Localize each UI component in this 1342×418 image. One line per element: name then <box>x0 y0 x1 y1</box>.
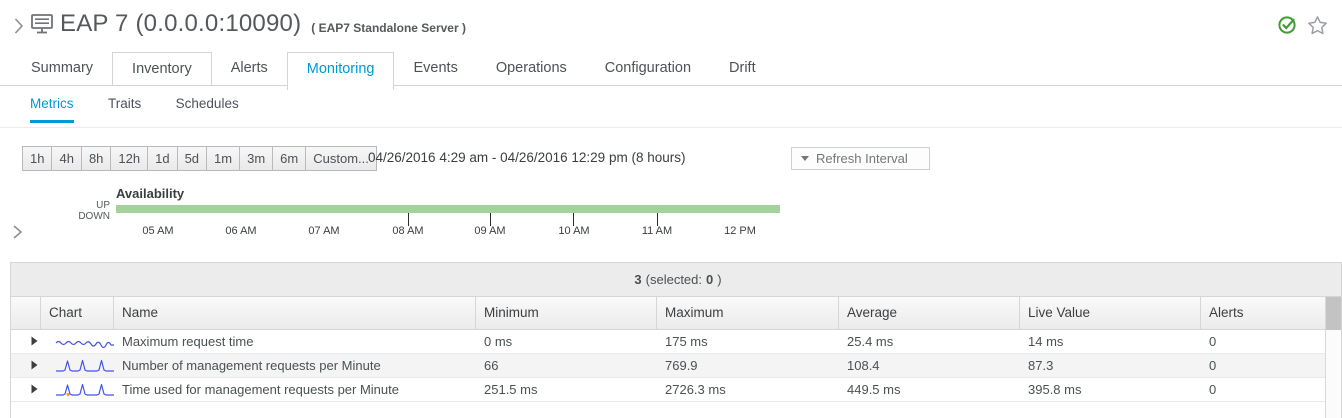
range-button-4h[interactable]: 4h <box>51 146 82 171</box>
table-row[interactable]: Number of management requests per Minute… <box>11 354 1341 378</box>
total-rows-count: 3 <box>634 272 642 287</box>
server-icon <box>31 14 53 34</box>
metrics-table: 3 (selected: 0) Chart Name Minimum Maxim… <box>10 262 1342 418</box>
tab-summary[interactable]: Summary <box>31 60 94 76</box>
range-button-6m[interactable]: 6m <box>272 146 307 171</box>
metric-live-value: 395.8 ms <box>1028 382 1082 397</box>
resource-type-label: ( EAP7 Standalone Server ) <box>311 21 466 35</box>
range-button-12h[interactable]: 12h <box>110 146 149 171</box>
metric-live-value: 87.3 <box>1028 358 1054 373</box>
refresh-interval-label: Refresh Interval <box>816 151 908 166</box>
axis-tick <box>490 213 491 226</box>
alert-dot <box>66 392 70 396</box>
column-expander <box>11 297 41 329</box>
subtab-schedules[interactable]: Schedules <box>175 96 239 111</box>
monitoring-subtabs: Metrics Traits Schedules <box>0 86 1342 128</box>
metric-maximum: 175 ms <box>665 334 708 349</box>
column-live-value[interactable]: Live Value <box>1020 297 1201 329</box>
axis-tick <box>657 213 658 226</box>
time-axis-label: 08 AM <box>392 225 424 237</box>
subtab-metrics[interactable]: Metrics <box>30 96 74 123</box>
metric-average: 25.4 ms <box>847 334 894 349</box>
range-button-1h[interactable]: 1h <box>22 146 53 171</box>
sparkline-chart <box>56 383 114 396</box>
sparkline-chart <box>55 340 114 348</box>
metric-average: 449.5 ms <box>847 382 901 397</box>
row-expander-icon[interactable] <box>31 360 38 370</box>
expand-section-icon[interactable] <box>12 224 24 240</box>
metric-name: Number of management requests per Minute <box>122 358 381 373</box>
tab-events[interactable]: Events <box>413 60 458 76</box>
column-alerts[interactable]: Alerts <box>1209 305 1244 320</box>
metric-alerts: 0 <box>1209 358 1217 373</box>
metric-minimum: 66 <box>484 358 499 373</box>
range-button-5d[interactable]: 5d <box>176 146 208 171</box>
column-minimum[interactable]: Minimum <box>476 297 657 329</box>
tab-monitoring[interactable]: Monitoring <box>286 52 395 90</box>
table-row[interactable]: Time used for management requests per Mi… <box>11 378 1341 402</box>
expand-tree-icon[interactable] <box>14 17 24 35</box>
availability-title: Availability <box>116 186 185 201</box>
resource-header: EAP 7 (0.0.0.0:10090) ( EAP7 Standalone … <box>0 0 1342 46</box>
table-header-row: Chart Name Minimum Maximum Average Live … <box>11 297 1341 330</box>
time-axis-label: 05 AM <box>142 225 174 237</box>
time-axis-label: 06 AM <box>225 225 257 237</box>
metric-minimum: 0 ms <box>484 334 513 349</box>
row-expander-icon[interactable] <box>31 384 38 394</box>
time-axis-label: 07 AM <box>308 225 340 237</box>
tab-inventory[interactable]: Inventory <box>112 52 212 85</box>
range-button-1m[interactable]: 1m <box>206 146 241 171</box>
metric-live-value: 14 ms <box>1028 334 1064 349</box>
column-chart[interactable]: Chart <box>41 297 114 329</box>
close-paren: ) <box>717 272 722 287</box>
range-button-3m[interactable]: 3m <box>239 146 274 171</box>
metric-maximum: 2726.3 ms <box>665 382 726 397</box>
metric-average: 108.4 <box>847 358 880 373</box>
scrollbar-thumb[interactable] <box>1326 297 1341 330</box>
column-maximum[interactable]: Maximum <box>657 297 839 329</box>
resource-tabs: Summary Inventory Alerts Monitoring Even… <box>0 52 1342 90</box>
tab-alerts[interactable]: Alerts <box>230 60 268 76</box>
range-button-1d[interactable]: 1d <box>147 146 178 171</box>
metric-name: Time used for management requests per Mi… <box>122 382 399 397</box>
availability-down-label: DOWN <box>78 211 110 222</box>
column-average[interactable]: Average <box>839 297 1020 329</box>
range-button-8h[interactable]: 8h <box>80 146 112 171</box>
time-axis-label: 10 AM <box>558 225 590 237</box>
tab-configuration[interactable]: Configuration <box>604 60 692 76</box>
tab-operations[interactable]: Operations <box>495 60 567 76</box>
date-range-label: 04/26/2016 4:29 am - 04/26/2016 12:29 pm… <box>368 150 686 165</box>
availability-check-icon <box>1278 16 1296 34</box>
favorite-star-icon[interactable] <box>1307 15 1328 36</box>
axis-tick <box>408 213 409 226</box>
availability-up-band <box>116 205 780 213</box>
tab-drift[interactable]: Drift <box>729 60 756 76</box>
row-expander-icon[interactable] <box>31 336 38 346</box>
range-button-custom[interactable]: Custom... <box>305 146 377 171</box>
selected-label: (selected: <box>645 272 703 287</box>
time-axis-label: 12 PM <box>724 225 756 237</box>
time-range-button-group: 1h 4h 8h 12h 1d 5d 1m 3m 6m Custom... <box>22 146 377 171</box>
sparkline-chart <box>56 359 114 372</box>
table-row[interactable]: Maximum request time 0 ms 175 ms 25.4 ms… <box>11 330 1341 354</box>
page-title: EAP 7 (0.0.0.0:10090) <box>60 10 302 37</box>
table-summary-bar: 3 (selected: 0) <box>11 262 1341 297</box>
column-name[interactable]: Name <box>114 297 476 329</box>
metric-maximum: 769.9 <box>665 358 698 373</box>
availability-up-label: UP <box>96 200 110 211</box>
metric-name: Maximum request time <box>122 334 254 349</box>
metric-minimum: 251.5 ms <box>484 382 538 397</box>
refresh-interval-dropdown[interactable]: Refresh Interval <box>791 147 930 170</box>
time-range-toolbar: 1h 4h 8h 12h 1d 5d 1m 3m 6m Custom... 04… <box>0 146 1342 174</box>
time-axis-label: 09 AM <box>474 225 506 237</box>
metric-alerts: 0 <box>1209 334 1217 349</box>
subtab-traits[interactable]: Traits <box>107 96 142 111</box>
caret-down-icon <box>801 156 809 161</box>
vertical-scrollbar[interactable] <box>1325 297 1341 418</box>
axis-tick <box>573 213 574 226</box>
metric-alerts: 0 <box>1209 382 1217 397</box>
time-axis-label: 11 AM <box>641 225 673 237</box>
selected-count: 0 <box>706 272 714 287</box>
availability-chart: Availability UP DOWN 05 AM 06 AM 07 AM 0… <box>0 184 1342 256</box>
